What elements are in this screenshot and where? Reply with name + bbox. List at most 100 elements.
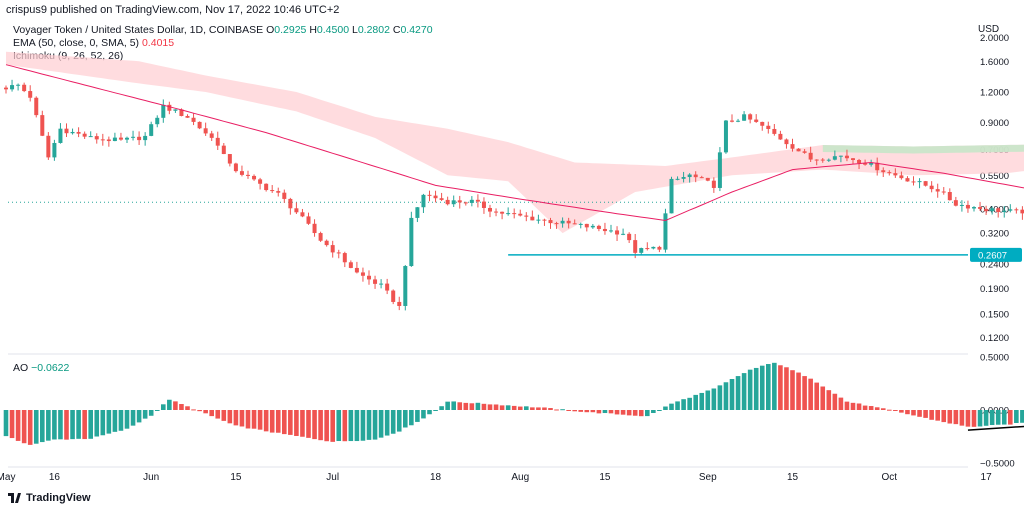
- candle-body: [566, 220, 571, 224]
- ao-bar-2022-08-22: [645, 410, 650, 417]
- ao-bar-2022-06-20: [263, 410, 269, 432]
- candle-body: [917, 181, 922, 183]
- candle-body: [221, 145, 226, 155]
- candle-body: [58, 128, 63, 143]
- candle-body: [409, 217, 414, 267]
- candle-body: [252, 175, 257, 180]
- ao-bar-2022-08-11: [578, 410, 584, 412]
- ao-bar-2022-06-03: [161, 404, 166, 410]
- ao-bar-2022-06-11: [209, 410, 214, 417]
- ohlc-high: 0.4500: [316, 24, 350, 36]
- ao-bar-2022-06-08: [191, 409, 196, 411]
- ema-legend-row[interactable]: EMA (50, close, 0, SMA, 5) 0.4015: [13, 37, 433, 50]
- ao-bar-2022-07-08: [372, 410, 378, 440]
- candle-2022-05-18: [64, 123, 69, 137]
- candle-body: [46, 135, 51, 158]
- candle-body: [990, 208, 995, 212]
- ao-bar-2022-05-12: [27, 410, 33, 445]
- ao-bar-2022-08-25: [663, 406, 668, 410]
- ao-bar-2022-06-30: [324, 410, 329, 442]
- ao-bar-2022-09-18: [808, 378, 813, 410]
- ao-bar-2022-08-01: [517, 406, 523, 410]
- price-tick-label: 0.2400: [980, 259, 1009, 270]
- candle-body: [179, 109, 184, 116]
- candle-2022-08-05: [542, 218, 547, 226]
- candle-2022-09-04: [723, 120, 728, 154]
- candle-body: [161, 104, 166, 118]
- ohlc-open: 0.2925: [274, 24, 307, 36]
- ao-legend[interactable]: AO −0.0622: [13, 362, 69, 374]
- candle-2022-06-08: [191, 113, 196, 126]
- ao-bar-2022-05-08: [3, 410, 9, 437]
- ao-bar-2022-05-21: [82, 410, 87, 440]
- candle-2022-08-11: [578, 222, 583, 229]
- candle-2022-06-14: [227, 154, 232, 167]
- support-price-tag-label: 0.2607: [978, 250, 1007, 261]
- candle-body: [844, 155, 849, 159]
- candle-2022-07-29: [500, 211, 505, 220]
- ao-bar-2022-06-15: [233, 410, 239, 426]
- ao-bar-2022-07-25: [475, 402, 481, 410]
- symbol-legend-row[interactable]: Voyager Token / United States Dollar, 1D…: [13, 24, 433, 37]
- candle-2022-08-19: [627, 232, 632, 243]
- tradingview-footer[interactable]: TradingView: [8, 492, 91, 504]
- candle-2022-07-25: [475, 194, 480, 208]
- candle-2022-06-30: [324, 239, 329, 247]
- candle-body: [125, 137, 129, 140]
- candle-body: [373, 279, 378, 284]
- candle-2022-10-05: [911, 176, 916, 186]
- candle-2022-09-16: [796, 148, 801, 152]
- candle-2022-06-26: [300, 208, 305, 218]
- candle-body: [881, 170, 886, 173]
- ao-bar-2022-07-01: [330, 410, 335, 442]
- candle-body: [288, 198, 293, 209]
- candle-2022-08-09: [566, 217, 571, 229]
- candle-2022-08-20: [633, 233, 638, 259]
- ao-bar-2022-07-07: [366, 410, 372, 440]
- candle-2022-08-18: [621, 228, 626, 236]
- price-tick-label: 2.0000: [980, 33, 1009, 44]
- candle-body: [657, 246, 662, 250]
- candle-body: [663, 213, 668, 250]
- ohlc-open-label: O: [266, 24, 275, 36]
- ao-bar-2022-08-02: [524, 406, 529, 410]
- ao-bar-2022-10-08: [929, 410, 934, 420]
- candle-2022-06-11: [209, 130, 214, 141]
- ao-bar-2022-09-04: [723, 382, 729, 410]
- candle-2022-06-07: [185, 114, 190, 118]
- candle-body: [596, 225, 601, 229]
- candle-2022-05-31: [143, 132, 148, 146]
- candle-body: [439, 198, 444, 200]
- price-tick-label: 0.4000: [980, 205, 1009, 216]
- candle-2022-10-13: [959, 200, 964, 212]
- candle-body: [681, 177, 686, 179]
- candle-2022-07-04: [348, 260, 353, 269]
- candle-2022-10-14: [965, 200, 970, 213]
- candle-2022-09-29: [875, 157, 880, 176]
- candle-2022-09-25: [851, 157, 855, 165]
- candle-2022-07-23: [463, 201, 468, 206]
- ao-bar-2022-09-17: [802, 376, 807, 410]
- candle-body: [282, 192, 287, 199]
- candle-2022-10-11: [947, 188, 952, 201]
- y-axis-currency: USD: [978, 24, 999, 35]
- candle-body: [1014, 209, 1019, 211]
- candle-2022-08-14: [596, 224, 601, 232]
- candle-2022-05-09: [10, 79, 15, 92]
- candle-body: [717, 152, 722, 188]
- candle-2022-10-08: [929, 181, 934, 193]
- ao-bar-2022-07-10: [384, 410, 390, 436]
- time-tick-label: Jun: [143, 472, 159, 483]
- candle-body: [185, 115, 190, 118]
- candle-2022-05-15: [46, 132, 51, 160]
- candle-body: [633, 240, 638, 253]
- ao-bar-2022-05-20: [76, 410, 81, 439]
- ao-bar-2022-09-28: [868, 406, 874, 410]
- publisher-header: crispus9 published on TradingView.com, N…: [6, 4, 340, 16]
- ao-bar-2022-06-14: [227, 410, 233, 424]
- candle-body: [82, 133, 87, 137]
- candle-2022-05-30: [137, 131, 142, 145]
- candle-2022-07-21: [451, 195, 456, 207]
- ao-bar-2022-07-12: [396, 410, 402, 432]
